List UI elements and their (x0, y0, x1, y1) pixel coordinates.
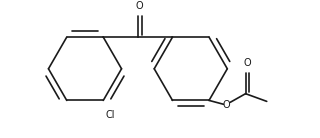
Text: O: O (244, 58, 251, 68)
Text: O: O (222, 100, 230, 110)
Text: O: O (136, 1, 144, 11)
Text: Cl: Cl (105, 110, 115, 120)
